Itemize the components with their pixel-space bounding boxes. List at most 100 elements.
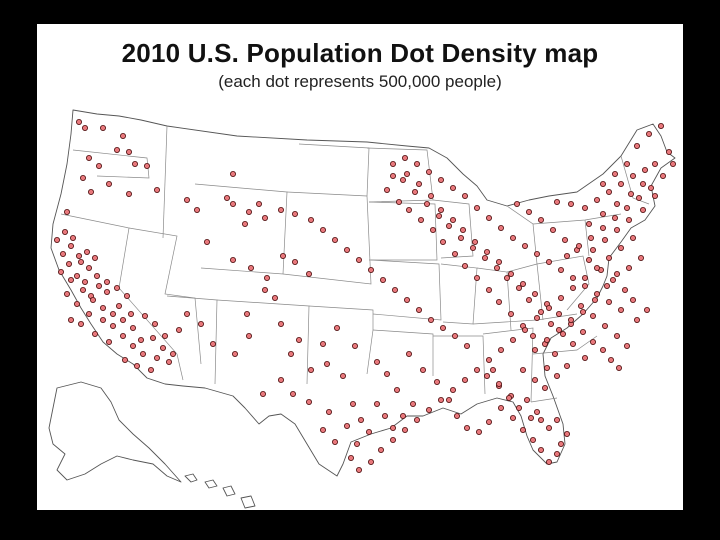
population-dot — [415, 180, 422, 187]
population-dot — [399, 412, 406, 419]
population-dot — [126, 149, 133, 156]
population-dot — [545, 424, 552, 431]
population-dot — [100, 304, 107, 311]
population-dot — [600, 210, 607, 217]
population-dot — [305, 398, 312, 405]
population-dot — [405, 350, 412, 357]
population-dot — [367, 458, 374, 465]
population-dot — [389, 160, 396, 167]
population-dot — [604, 282, 611, 289]
population-dot — [291, 258, 298, 265]
population-dot — [483, 372, 490, 379]
population-dot — [618, 244, 625, 251]
population-dot — [660, 172, 667, 179]
population-dot — [594, 264, 601, 271]
population-dot — [449, 386, 456, 393]
population-dot — [347, 454, 354, 461]
population-dot — [640, 206, 647, 213]
population-dot — [582, 282, 589, 289]
population-dot — [666, 149, 673, 156]
population-dot — [78, 258, 85, 265]
population-dot — [152, 320, 159, 327]
population-dot — [339, 372, 346, 379]
population-dot — [507, 310, 514, 317]
population-dot — [586, 256, 593, 263]
population-dot — [592, 296, 599, 303]
population-dot — [86, 264, 93, 271]
population-dot — [138, 336, 145, 343]
population-dot — [134, 362, 141, 369]
population-dot — [624, 342, 631, 349]
population-dot — [165, 358, 172, 365]
map-outlines — [48, 109, 676, 509]
population-dot — [463, 424, 470, 431]
population-dot — [160, 344, 167, 351]
population-dot — [461, 376, 468, 383]
population-dot — [519, 426, 526, 433]
population-dot — [602, 236, 609, 243]
population-dot — [128, 310, 135, 317]
population-dot — [229, 170, 236, 177]
population-dot — [435, 212, 442, 219]
population-dot — [475, 428, 482, 435]
population-dot — [519, 366, 526, 373]
population-dot — [231, 350, 238, 357]
population-dot — [67, 276, 74, 283]
population-dot — [88, 188, 95, 195]
population-dot — [80, 286, 87, 293]
population-dot — [537, 416, 544, 423]
population-dot — [439, 324, 446, 331]
population-dot — [449, 184, 456, 191]
population-dot — [197, 320, 204, 327]
population-dot — [576, 242, 583, 249]
population-dot — [453, 412, 460, 419]
population-dot — [325, 408, 332, 415]
population-dot — [104, 278, 111, 285]
population-dot — [582, 354, 589, 361]
population-dot — [658, 123, 665, 130]
population-dot — [525, 208, 532, 215]
population-dot — [132, 160, 139, 167]
population-dot — [209, 340, 216, 347]
population-dot — [349, 400, 356, 407]
population-dot — [554, 416, 561, 423]
population-dot — [608, 356, 615, 363]
population-dot — [556, 326, 563, 333]
map-subtitle: (each dot represents 500,000 people) — [218, 72, 502, 91]
population-dot — [427, 192, 434, 199]
population-dot — [543, 336, 550, 343]
population-dot — [533, 408, 540, 415]
population-dot — [618, 306, 625, 313]
population-dot — [106, 338, 113, 345]
population-dot — [473, 204, 480, 211]
population-dot — [652, 160, 659, 167]
population-dot — [169, 350, 176, 357]
population-dot — [670, 160, 677, 167]
population-dot — [94, 272, 101, 279]
population-dot — [513, 200, 520, 207]
population-dot — [379, 276, 386, 283]
population-dot — [381, 412, 388, 419]
population-dot — [427, 316, 434, 323]
population-dot — [343, 246, 350, 253]
population-dot — [545, 258, 552, 265]
population-dot — [495, 380, 502, 387]
population-dot — [63, 208, 70, 215]
population-dot — [564, 362, 571, 369]
population-dot — [547, 320, 554, 327]
population-dot — [602, 322, 609, 329]
population-dot — [489, 366, 496, 373]
population-dot — [537, 446, 544, 453]
population-dot — [590, 246, 597, 253]
population-dot — [515, 404, 522, 411]
population-dot — [582, 274, 589, 281]
population-dot — [554, 198, 561, 205]
population-dot — [305, 270, 312, 277]
population-dot — [485, 418, 492, 425]
alaska-outline — [48, 381, 182, 483]
population-dot — [67, 316, 74, 323]
population-dot — [521, 242, 528, 249]
population-dot — [295, 336, 302, 343]
population-dot — [652, 192, 659, 199]
population-dot — [457, 234, 464, 241]
